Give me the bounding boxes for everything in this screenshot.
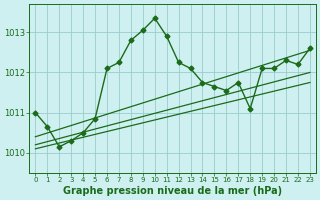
X-axis label: Graphe pression niveau de la mer (hPa): Graphe pression niveau de la mer (hPa) xyxy=(63,186,282,196)
